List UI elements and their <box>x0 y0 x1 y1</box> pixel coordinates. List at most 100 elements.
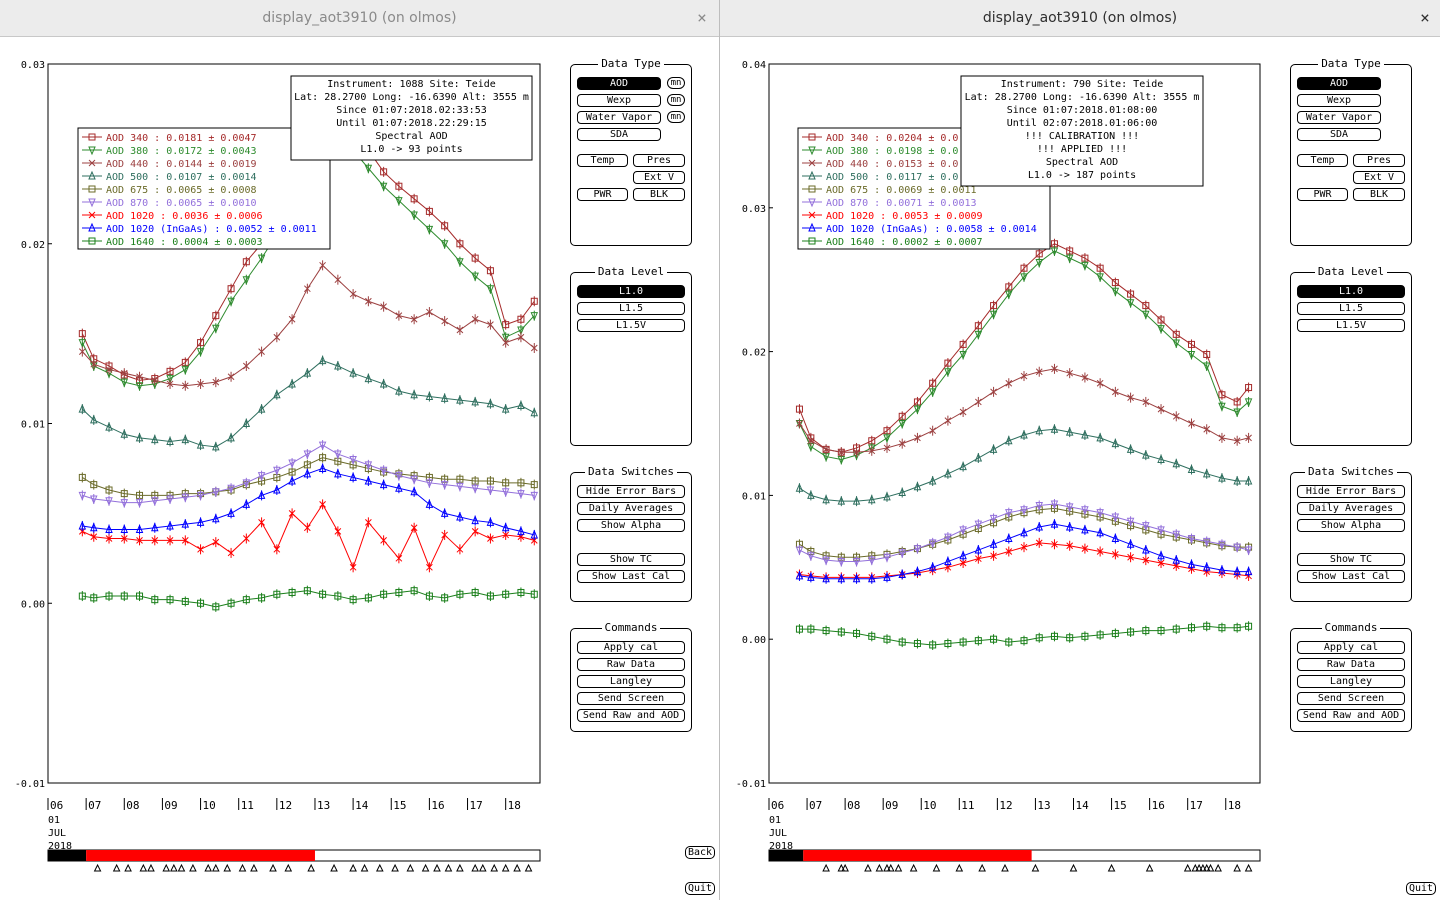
show-alpha-button[interactable]: Show Alpha <box>577 519 685 532</box>
pwr-button[interactable]: PWR <box>1297 188 1348 201</box>
langley-button[interactable]: Langley <box>1297 675 1405 688</box>
data-point <box>1233 624 1241 632</box>
data-point <box>795 570 804 580</box>
x-tick-label: 06 <box>50 799 63 812</box>
legend-marker <box>808 159 816 167</box>
data-point <box>868 494 876 504</box>
data-point <box>795 546 804 556</box>
daily-averages-button[interactable]: Daily Averages <box>577 502 685 515</box>
info-box-frame <box>290 75 533 161</box>
data-point <box>1187 559 1196 568</box>
temp-button[interactable]: Temp <box>577 154 628 167</box>
data-point <box>959 559 967 567</box>
data-point <box>1203 622 1211 630</box>
aod-button[interactable]: AOD <box>1297 77 1381 90</box>
level-l1-5v-button[interactable]: L1.5V <box>577 319 685 332</box>
data-point <box>288 468 296 476</box>
data-point <box>380 303 387 311</box>
close-icon[interactable]: × <box>1420 8 1430 27</box>
data-point <box>989 514 998 524</box>
data-point <box>1187 350 1196 360</box>
send-screen-button[interactable]: Send Screen <box>1297 692 1405 705</box>
data-point <box>883 572 891 581</box>
data-point <box>1172 554 1181 564</box>
y-tick-label: 0.03 <box>21 60 45 71</box>
ext-v-button[interactable]: Ext V <box>1353 171 1405 184</box>
temp-button[interactable]: Temp <box>1297 154 1348 167</box>
wexp-button[interactable]: Wexp <box>1297 94 1381 107</box>
time-marker-triangle <box>1183 863 1192 872</box>
send-raw-and-aod-button[interactable]: Send Raw and AOD <box>577 709 685 722</box>
data-point <box>78 339 87 348</box>
aod-mn-button[interactable]: mn <box>667 77 685 89</box>
raw-data-button[interactable]: Raw Data <box>577 658 685 671</box>
water-vapor-button[interactable]: Water Vapor <box>1297 111 1381 124</box>
langley-button[interactable]: Langley <box>577 675 685 688</box>
data-point <box>959 340 967 348</box>
ext-v-button[interactable]: Ext V <box>633 171 685 184</box>
wexp-mn-button[interactable]: mn <box>667 94 685 106</box>
pwr-button[interactable]: PWR <box>577 188 628 201</box>
data-point <box>257 403 266 413</box>
data-point <box>486 517 495 526</box>
data-point <box>1218 434 1226 442</box>
data-point <box>974 330 983 340</box>
data-point <box>913 545 922 554</box>
legend-marker <box>88 222 96 232</box>
data-point <box>914 434 921 442</box>
data-point <box>913 481 922 491</box>
show-last-cal-button[interactable]: Show Last Cal <box>1297 570 1405 583</box>
blk-button[interactable]: BLK <box>633 188 685 201</box>
hide-error-bars-button[interactable]: Hide Error Bars <box>577 485 685 498</box>
back-button[interactable]: Back <box>685 846 716 859</box>
pres-button[interactable]: Pres <box>633 154 685 167</box>
show-alpha-button[interactable]: Show Alpha <box>1297 519 1405 532</box>
quit-button[interactable]: Quit <box>685 882 716 895</box>
show-last-cal-button[interactable]: Show Last Cal <box>577 570 685 583</box>
show-tc-button[interactable]: Show TC <box>1297 553 1405 566</box>
pres-button[interactable]: Pres <box>1353 154 1405 167</box>
sda-button[interactable]: SDA <box>577 128 661 141</box>
data-point <box>1157 454 1165 463</box>
level-l1-0-button[interactable]: L1.0 <box>577 285 685 298</box>
hide-error-bars-button[interactable]: Hide Error Bars <box>1297 485 1405 498</box>
quit-button[interactable]: Quit <box>1406 882 1437 895</box>
aod-button[interactable]: AOD <box>577 77 661 90</box>
level-l1-0-button[interactable]: L1.0 <box>1297 285 1405 298</box>
legend-marker <box>88 237 96 245</box>
close-icon[interactable]: × <box>697 8 707 27</box>
legend: AOD 340 : 0.0181 ± 0.0047 AOD 380 : 0.017… <box>77 127 331 250</box>
send-screen-button[interactable]: Send Screen <box>577 692 685 705</box>
data-point <box>1142 627 1150 635</box>
level-l1-5v-button[interactable]: L1.5V <box>1297 319 1405 332</box>
show-tc-button[interactable]: Show TC <box>577 553 685 566</box>
data-point <box>471 315 479 323</box>
data-point <box>1051 540 1058 548</box>
sda-button[interactable]: SDA <box>1297 128 1381 141</box>
data-point <box>1127 628 1135 636</box>
blk-button[interactable]: BLK <box>1353 188 1405 201</box>
data-point <box>1035 501 1043 511</box>
data-point <box>78 330 86 338</box>
data-point <box>258 348 265 355</box>
water-vapor-mn-button[interactable]: mn <box>667 111 685 123</box>
level-l1-5-button[interactable]: L1.5 <box>1297 302 1405 315</box>
apply-cal-button[interactable]: Apply cal <box>577 641 685 654</box>
data-point <box>502 531 510 539</box>
apply-cal-button[interactable]: Apply cal <box>1297 641 1405 654</box>
daily-averages-button[interactable]: Daily Averages <box>1297 502 1405 515</box>
send-raw-and-aod-button[interactable]: Send Raw and AOD <box>1297 709 1405 722</box>
data-point <box>456 590 464 598</box>
level-l1-5-button[interactable]: L1.5 <box>577 302 685 315</box>
data-point <box>318 355 327 365</box>
data-point <box>853 629 861 637</box>
data-point <box>212 488 220 498</box>
wexp-button[interactable]: Wexp <box>577 94 661 107</box>
time-marker-triangle <box>124 863 132 872</box>
water-vapor-button[interactable]: Water Vapor <box>577 111 661 124</box>
data-point <box>364 461 373 471</box>
raw-data-button[interactable]: Raw Data <box>1297 658 1405 671</box>
data-point <box>989 444 998 453</box>
data-point <box>319 454 327 462</box>
data-point <box>868 573 876 583</box>
